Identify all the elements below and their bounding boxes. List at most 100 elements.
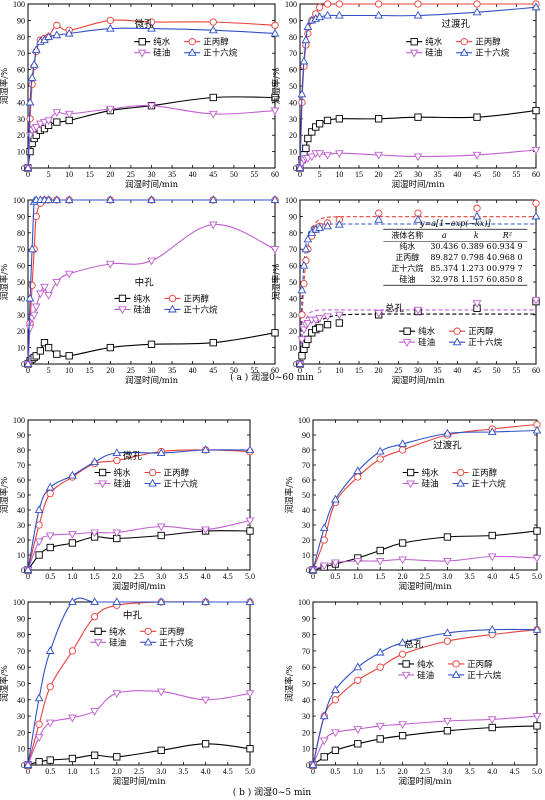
y-tick-label: 100 [298,416,310,425]
data-point-纯水 [304,335,312,344]
data-point-正丙醇 [209,18,217,26]
y-tick-label: 80 [17,446,25,455]
data-point-正十六烷 [472,7,482,16]
y-tick-label: 50 [289,82,297,91]
y-tick-label: 60 [17,262,25,271]
data-point-硅油 [323,313,332,322]
table-header-cell: 液体名称 [391,230,423,240]
data-point-正丙醇 [354,473,362,481]
legend-label: 纯水 [417,659,435,670]
x-axis-label: 润湿时间/min [391,375,445,386]
x-tick-label: 25 [394,366,402,375]
y-tick-label: 30 [17,115,25,124]
data-point-正十六烷 [270,28,280,37]
legend-marker [138,38,146,46]
table-cell: 0.389 6 [461,242,492,251]
data-point-正十六烷 [319,711,329,720]
y-axis-label: 润湿率/% [0,264,10,300]
data-point-纯水 [398,732,407,740]
data-point-纯水 [26,147,34,156]
y-tick-label: 10 [289,344,297,353]
x-tick-label: 10 [335,170,343,179]
data-point-正丙醇 [376,455,384,463]
chart-b3: 0 10 20 30 40 50 60 70 80 90 100 0 0.5 1.0 1.5 2.0 2.5 3.… [0,597,255,787]
data-point-硅油 [315,315,325,323]
legend-marker [406,468,415,477]
legend-label: 正十六烷 [472,479,507,490]
data-point-纯水 [533,722,541,730]
panel-title: 中孔 [135,276,155,288]
data-point-正十六烷 [334,10,344,19]
data-point-正丙醇 [35,521,43,529]
data-point-正丙醇 [53,21,61,29]
plot-frame [27,601,251,766]
data-point-纯水 [298,352,306,360]
table-cell: 硅油 [399,274,415,284]
data-point-正十六烷 [45,646,55,654]
x-tick-label: 0 [26,572,30,581]
data-point-纯水 [90,751,99,759]
data-point-硅油 [323,151,332,160]
data-point-正十六烷 [201,445,210,454]
data-point-硅油 [68,714,77,723]
x-tick-label: 3.5 [465,572,475,581]
data-point-纯水 [246,745,254,753]
series-line-正丙醇 [27,601,250,766]
data-point-纯水 [354,740,362,748]
y-tick-label: 40 [289,294,297,303]
x-tick-label: 2.5 [134,767,144,776]
x-tick-label: 1.5 [375,572,385,581]
x-tick-label: 50 [493,366,501,375]
data-point-硅油 [331,729,340,738]
y-tick-label: 70 [302,647,310,656]
x-tick-label: 50 [493,170,501,179]
legend-label: 纯水 [153,37,171,48]
data-point-正十六烷 [29,59,39,68]
data-point-纯水 [323,116,332,125]
y-axis-label: 润湿率/% [284,665,295,701]
legend-label: 硅油 [425,48,442,59]
x-tick-label: 1.0 [67,767,77,776]
table-cell: 0.934 9 [492,242,523,251]
legend-label: 正十六烷 [159,637,194,648]
data-point-正十六烷 [245,445,255,454]
y-tick-label: 90 [17,431,25,440]
data-point-纯水 [488,531,496,540]
x-tick-label: 40 [189,170,197,179]
y-tick-label: 60 [17,663,25,672]
legend-label: 硅油 [417,670,434,681]
y-tick-label: 90 [289,212,297,221]
legend-label: 纯水 [114,468,132,479]
data-point-硅油 [375,722,385,731]
y-tick-label: 60 [302,476,310,485]
y-tick-label: 40 [17,98,25,107]
series-line-正十六烷 [27,449,251,571]
x-axis-label: 润湿时间/min [391,179,445,190]
y-axis-label: 润湿率/% [0,665,10,701]
data-point-正丙醇 [320,536,328,544]
data-point-正十六烷 [295,359,305,368]
legend-marker [452,660,460,668]
legend-marker [456,478,465,487]
y-tick-label: 100 [13,196,25,205]
x-tick-label: 5.0 [532,572,542,581]
data-point-正十六烷 [374,214,384,223]
x-axis-label: 润湿时间/min [398,776,452,787]
x-tick-label: 15 [355,366,363,375]
y-tick-label: 10 [302,551,310,560]
data-point-硅油 [45,532,55,541]
legend-label: 正丙醇 [468,326,494,337]
y-tick-label: 20 [289,131,297,140]
data-point-正十六烷 [105,195,115,204]
data-point-硅油 [201,526,210,535]
y-tick-label: 90 [17,614,25,623]
x-tick-label: 0.5 [45,572,55,581]
x-tick-label: 3.0 [156,572,166,581]
legend-marker [401,671,411,680]
data-point-正十六烷 [531,2,541,11]
x-tick-label: 0 [26,366,30,375]
legend-label: 正丙醇 [159,626,185,637]
caption-a: ( a ) 润湿0~60 min [230,371,314,383]
y-tick-label: 40 [17,294,25,303]
